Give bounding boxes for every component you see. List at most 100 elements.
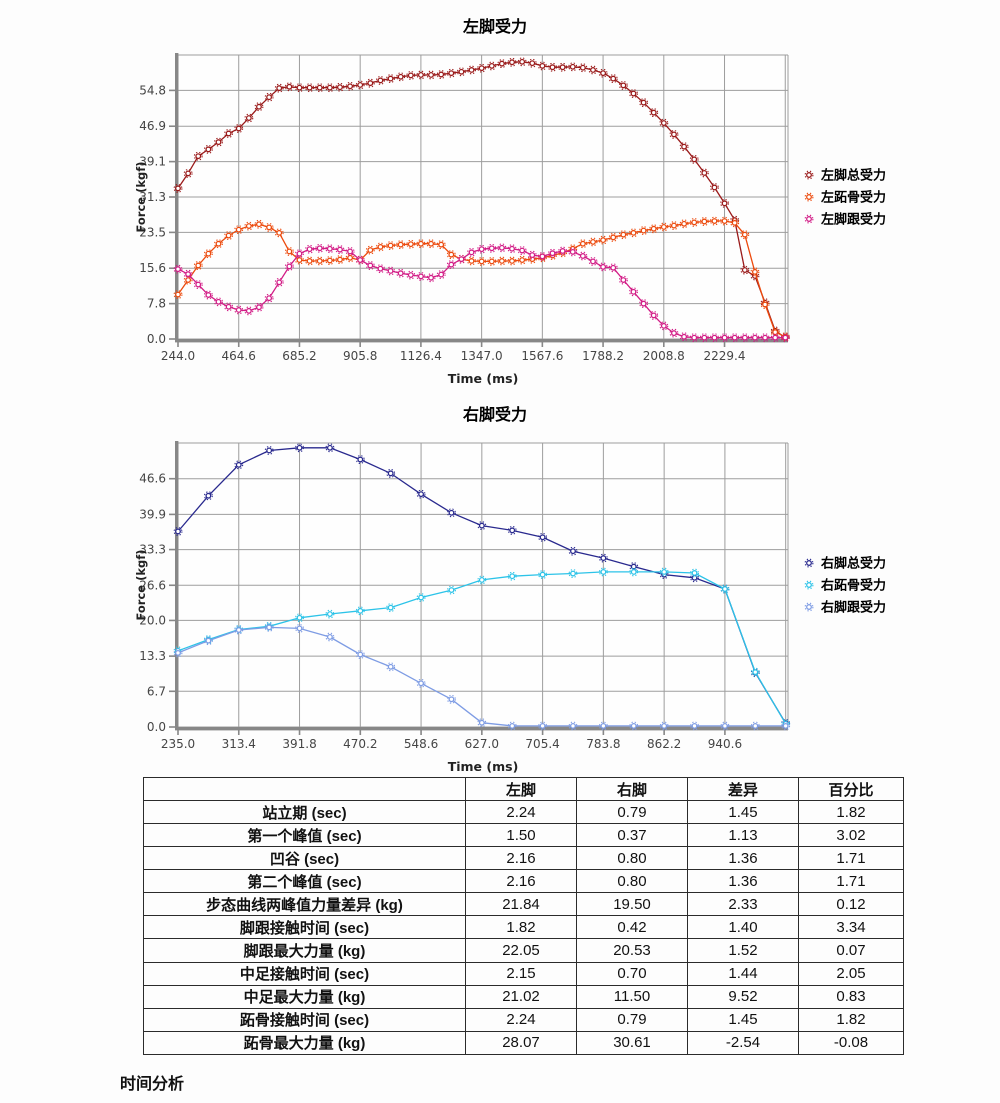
value-cell: 1.13 <box>687 823 799 848</box>
svg-text:391.8: 391.8 <box>282 737 316 751</box>
value-cell: 0.70 <box>576 961 688 986</box>
svg-text:右脚跟受力: 右脚跟受力 <box>820 600 886 615</box>
value-cell: 21.02 <box>465 984 577 1009</box>
svg-text:862.2: 862.2 <box>647 737 681 751</box>
series-2 <box>173 622 791 731</box>
svg-text:15.6: 15.6 <box>139 261 166 275</box>
table-row: 中足最大力量 (kg) 21.02 11.50 9.52 0.83 <box>143 984 904 1009</box>
svg-text:1126.4: 1126.4 <box>400 349 442 363</box>
value-cell: 28.07 <box>465 1030 577 1056</box>
row-label-cell: 跖骨接触时间 (sec) <box>143 1007 466 1032</box>
table-row: 凹谷 (sec) 2.16 0.80 1.36 1.71 <box>143 846 904 871</box>
svg-text:940.6: 940.6 <box>708 737 742 751</box>
legend-item-0: 右脚总受力 <box>804 556 886 571</box>
series-0 <box>173 57 790 343</box>
table-header: 左脚 右脚 差异 百分比 <box>143 777 904 801</box>
value-cell: 0.79 <box>576 1007 688 1032</box>
row-label-cell: 站立期 (sec) <box>143 799 466 825</box>
row-label-cell: 脚跟最大力量 (kg) <box>143 938 466 963</box>
row-label-cell: 凹谷 (sec) <box>143 846 466 871</box>
gridlines <box>177 442 789 728</box>
header-empty-cell <box>143 777 466 801</box>
header-cell: 左脚 <box>465 777 577 801</box>
table-row: 站立期 (sec) 2.24 0.79 1.45 1.82 <box>143 799 904 825</box>
value-cell: -2.54 <box>687 1030 799 1056</box>
value-cell: 3.34 <box>798 915 904 940</box>
value-cell: 22.05 <box>465 938 577 963</box>
svg-text:685.2: 685.2 <box>282 349 316 363</box>
svg-text:23.5: 23.5 <box>139 225 166 239</box>
value-cell: 1.71 <box>798 846 904 871</box>
svg-text:31.3: 31.3 <box>139 190 166 204</box>
gait-analysis-table: 左脚 右脚 差异 百分比 站立期 (sec) 2.24 0.79 1.45 1.82 第一个峰值… <box>143 777 904 1056</box>
value-cell: 0.07 <box>798 938 904 963</box>
series-2 <box>173 243 790 343</box>
tick-marks <box>169 477 726 735</box>
table-row: 跖骨最大力量 (kg) 28.07 30.61 -2.54 -0.08 <box>143 1030 904 1056</box>
series-1 <box>173 567 791 729</box>
svg-text:1788.2: 1788.2 <box>582 349 624 363</box>
svg-text:26.6: 26.6 <box>139 578 166 592</box>
row-label-cell: 中足最大力量 (kg) <box>143 984 466 1009</box>
svg-text:0.0: 0.0 <box>147 720 166 734</box>
series-1 <box>173 216 790 342</box>
value-cell: 1.82 <box>798 799 904 825</box>
value-cell: 0.80 <box>576 846 688 871</box>
svg-text:705.4: 705.4 <box>525 737 559 751</box>
chart-root: 244.0 464.6 685.2 905.8 1126.4 1347.0 1567.6 17… <box>134 17 886 386</box>
svg-text:右脚总受力: 右脚总受力 <box>820 556 886 571</box>
svg-text:39.1: 39.1 <box>139 155 166 169</box>
left-foot-force-chart: 244.0 464.6 685.2 905.8 1126.4 1347.0 1567.6 17… <box>130 10 1000 388</box>
value-cell: 2.24 <box>465 799 577 825</box>
svg-text:33.3: 33.3 <box>139 543 166 557</box>
svg-text:左跖骨受力: 左跖骨受力 <box>821 190 886 205</box>
tick-marks <box>169 89 726 347</box>
value-cell: 11.50 <box>576 984 688 1009</box>
svg-text:13.3: 13.3 <box>139 649 166 663</box>
svg-text:54.8: 54.8 <box>139 83 166 97</box>
value-cell: 1.82 <box>465 915 577 940</box>
value-cell: 0.42 <box>576 915 688 940</box>
chart-root: 235.0 313.4 391.8 470.2 548.6 627.0 705.4 783.8… <box>134 405 886 774</box>
y-axis-label: Force (kgf) <box>134 550 148 621</box>
chart-title: 右脚受力 <box>463 405 527 424</box>
tick-labels: 235.0 313.4 391.8 470.2 548.6 627.0 705.4 783.8… <box>139 472 742 751</box>
value-cell: 2.16 <box>465 846 577 871</box>
value-cell: 0.80 <box>576 869 688 894</box>
svg-text:左脚跟受力: 左脚跟受力 <box>821 212 886 227</box>
value-cell: 0.12 <box>798 892 904 917</box>
right-foot-force-chart: 235.0 313.4 391.8 470.2 548.6 627.0 705.4 783.8… <box>130 398 1000 776</box>
svg-text:2008.8: 2008.8 <box>643 349 685 363</box>
gridlines <box>177 54 789 340</box>
gait-analysis-table-wrap: 左脚 右脚 差异 百分比 站立期 (sec) 2.24 0.79 1.45 1.82 第一个峰值… <box>143 777 904 1056</box>
row-label-cell: 中足接触时间 (sec) <box>143 961 466 986</box>
table-body: 站立期 (sec) 2.24 0.79 1.45 1.82 第一个峰值 (sec) 1.50… <box>143 799 904 1056</box>
y-axis-label: Force (kgf) <box>134 162 148 233</box>
table-header-row: 左脚 右脚 差异 百分比 <box>143 777 904 801</box>
table-row: 脚跟接触时间 (sec) 1.82 0.42 1.40 3.34 <box>143 915 904 940</box>
legend-item-1: 左跖骨受力 <box>804 190 886 205</box>
svg-text:627.0: 627.0 <box>465 737 499 751</box>
legend-item-1: 右跖骨受力 <box>804 578 886 593</box>
value-cell: 9.52 <box>687 984 799 1009</box>
svg-text:313.4: 313.4 <box>222 737 256 751</box>
value-cell: 2.33 <box>687 892 799 917</box>
legend-item-2: 左脚跟受力 <box>804 212 886 227</box>
svg-text:左脚总受力: 左脚总受力 <box>821 168 886 183</box>
svg-text:235.0: 235.0 <box>161 737 195 751</box>
table-row: 步态曲线两峰值力量差异 (kg) 21.84 19.50 2.33 0.12 <box>143 892 904 917</box>
row-label-cell: 步态曲线两峰值力量差异 (kg) <box>143 892 466 917</box>
header-cell: 差异 <box>687 777 799 801</box>
value-cell: 1.36 <box>687 846 799 871</box>
svg-text:783.8: 783.8 <box>586 737 620 751</box>
svg-text:2229.4: 2229.4 <box>704 349 746 363</box>
value-cell: 3.02 <box>798 823 904 848</box>
legend-item-2: 右脚跟受力 <box>804 600 886 615</box>
value-cell: 1.44 <box>687 961 799 986</box>
value-cell: 0.37 <box>576 823 688 848</box>
header-cell: 右脚 <box>576 777 688 801</box>
svg-text:905.8: 905.8 <box>343 349 377 363</box>
row-label-cell: 跖骨最大力量 (kg) <box>143 1030 466 1056</box>
